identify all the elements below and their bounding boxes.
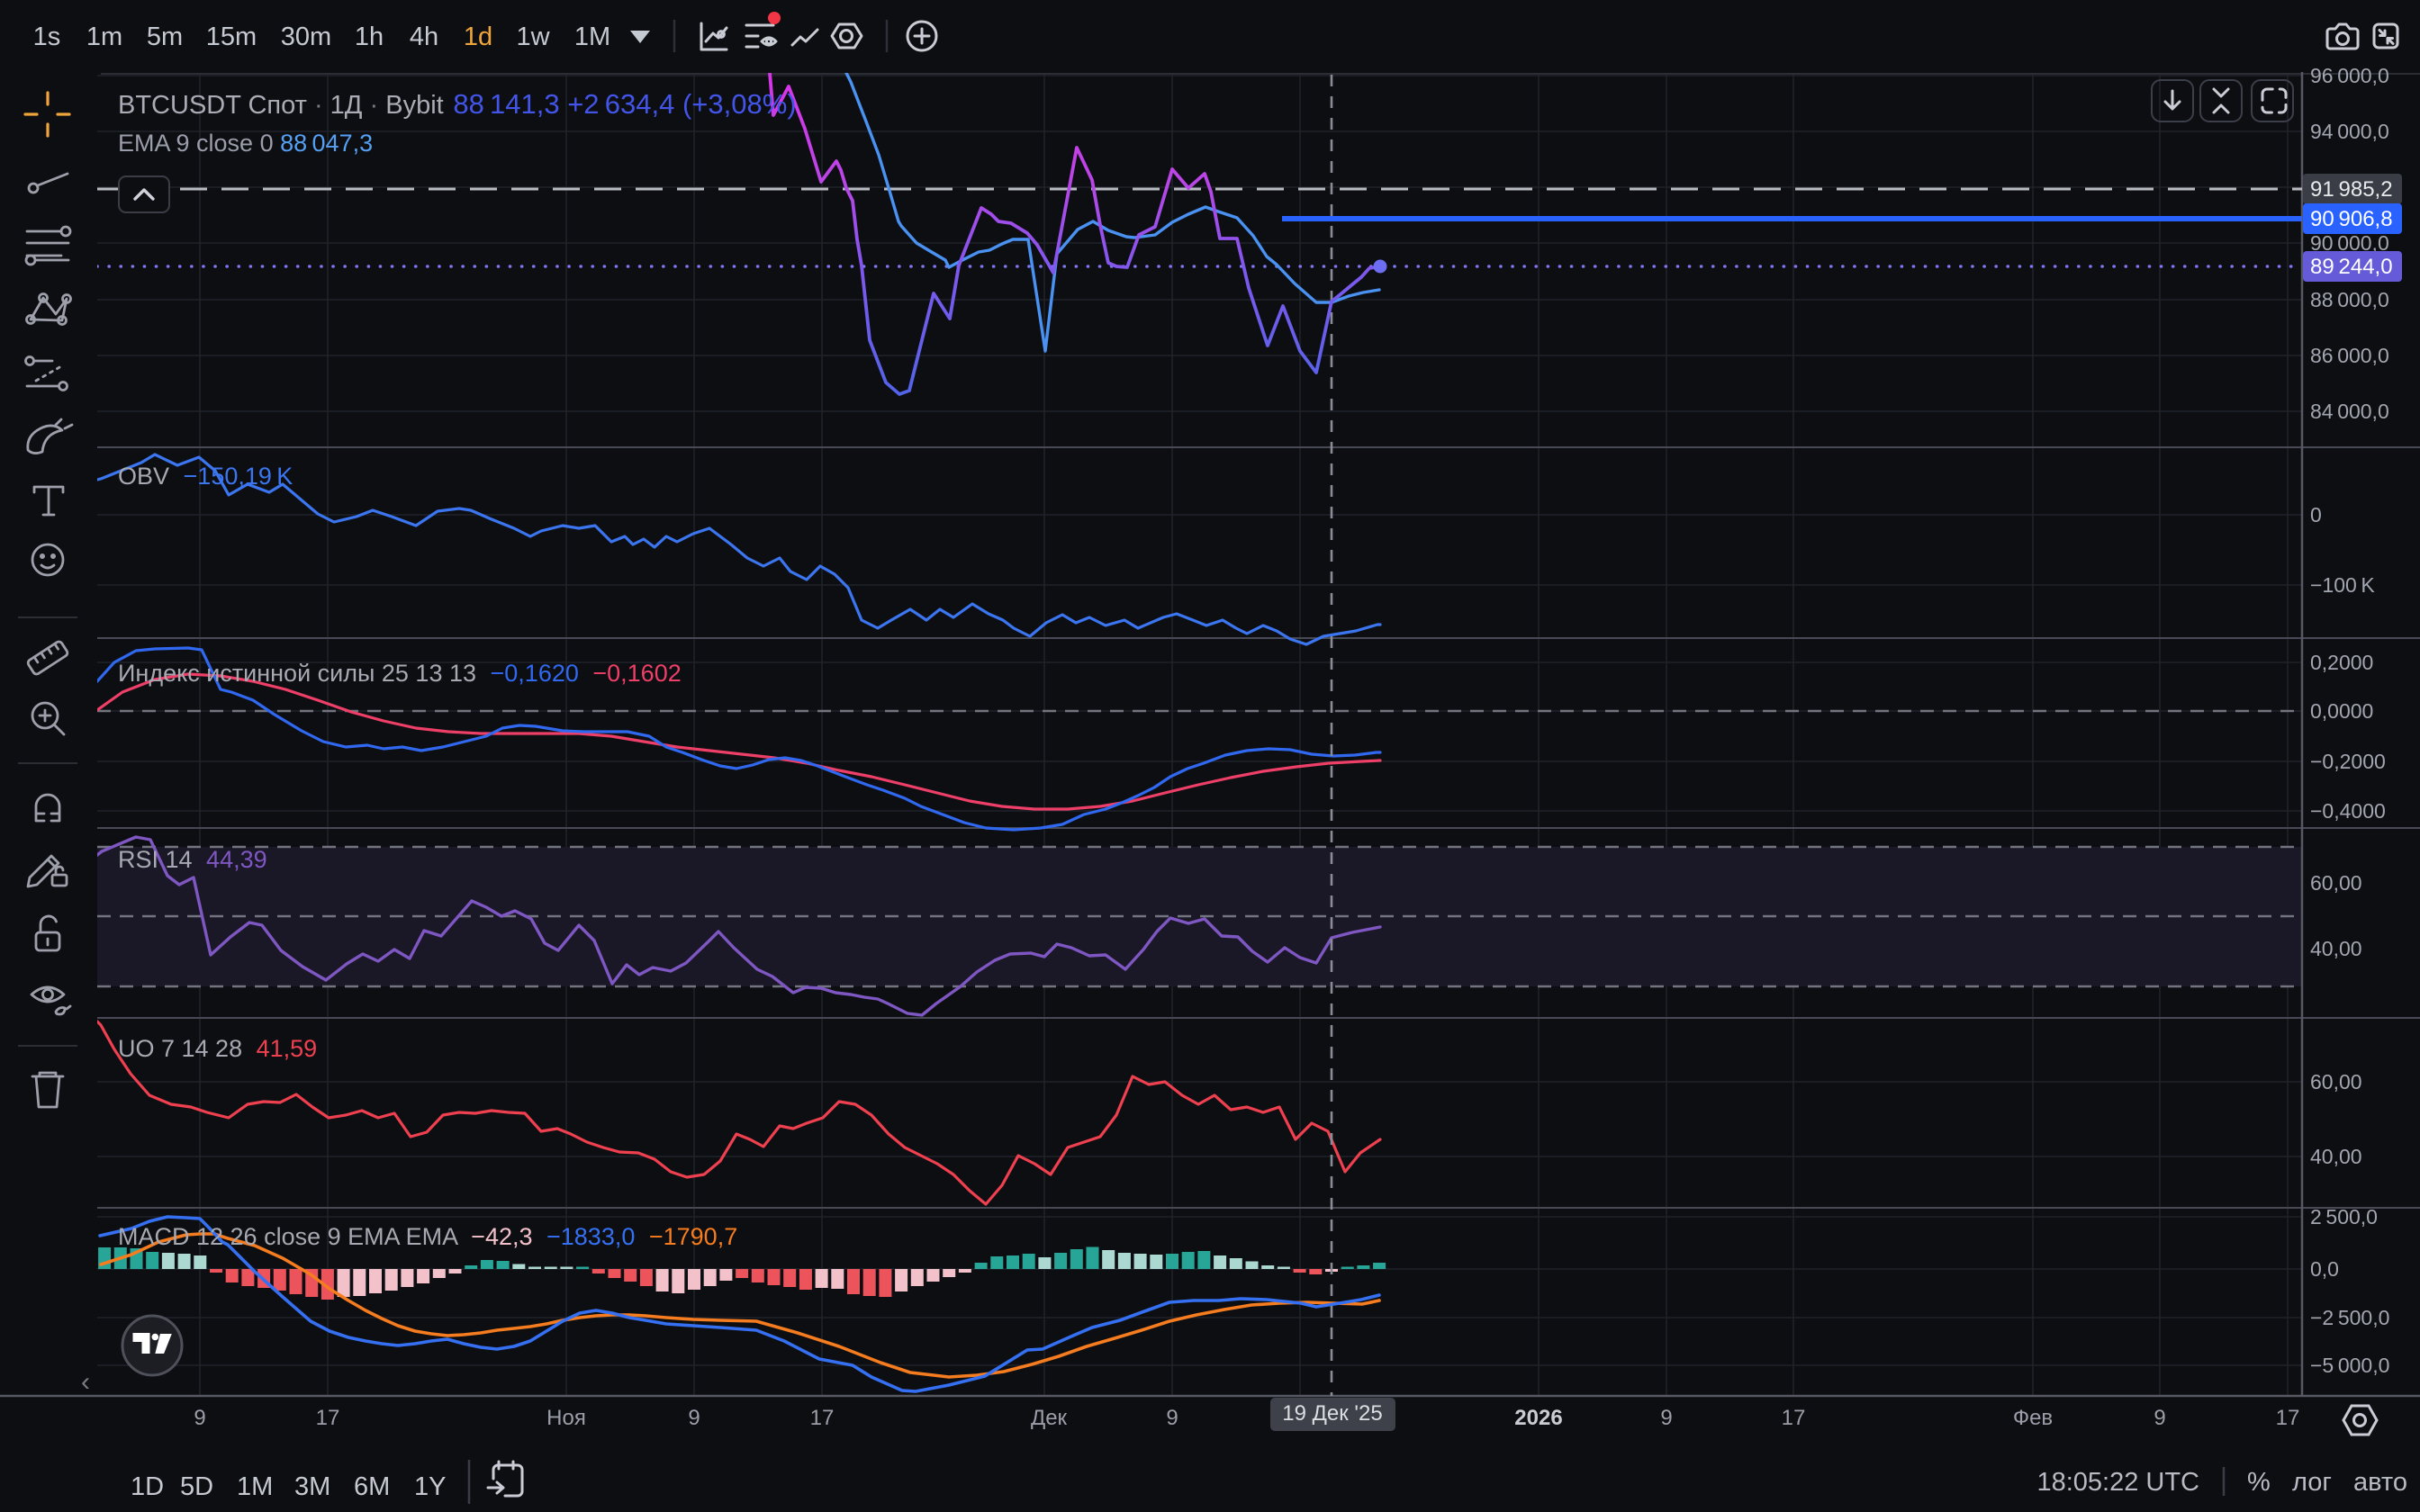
svg-text:40,00: 40,00: [2310, 937, 2362, 960]
svg-text:1m: 1m: [86, 22, 122, 51]
svg-text:−0,2000: −0,2000: [2310, 750, 2386, 773]
svg-text:−0,4000: −0,4000: [2310, 799, 2386, 823]
svg-text:Индекс истинной силы 25 13 13: Индекс истинной силы 25 13 13 −0,1620 −0…: [118, 660, 682, 687]
svg-text:Дек: Дек: [1031, 1406, 1068, 1430]
svg-text:0,0000: 0,0000: [2310, 699, 2373, 723]
svg-text:18:05:22 UTC: 18:05:22 UTC: [2036, 1468, 2199, 1497]
svg-text:9: 9: [1660, 1406, 1672, 1430]
svg-text:9: 9: [194, 1406, 205, 1430]
svg-text:−5 000,0: −5 000,0: [2310, 1354, 2389, 1377]
svg-text:17: 17: [316, 1406, 340, 1430]
svg-text:86 000,0: 86 000,0: [2310, 344, 2389, 367]
svg-text:15m: 15m: [206, 22, 257, 51]
svg-text:2 500,0: 2 500,0: [2310, 1205, 2378, 1228]
svg-text:2026: 2026: [1514, 1406, 1562, 1430]
svg-text:1w: 1w: [516, 22, 550, 51]
svg-text:1D: 1D: [131, 1472, 164, 1501]
svg-text:BTCUSDT Спот · 1Д · Bybit 88 1: BTCUSDT Спот · 1Д · Bybit 88 141,3 +2 63…: [118, 88, 797, 120]
svg-text:90 000,0: 90 000,0: [2310, 231, 2389, 255]
svg-text:94 000,0: 94 000,0: [2310, 120, 2389, 143]
svg-text:1Y: 1Y: [414, 1472, 446, 1501]
svg-text:1M: 1M: [237, 1472, 273, 1501]
svg-text:EMA 9 close 0 88 047,3: EMA 9 close 0 88 047,3: [118, 130, 373, 157]
svg-text:17: 17: [810, 1406, 835, 1430]
svg-text:‹: ‹: [81, 1367, 90, 1397]
svg-text:лог: лог: [2292, 1468, 2332, 1497]
svg-text:60,00: 60,00: [2310, 871, 2362, 895]
svg-text:6M: 6M: [354, 1472, 390, 1501]
svg-text:90 906,8: 90 906,8: [2310, 207, 2393, 231]
svg-text:Ноя: Ноя: [546, 1406, 586, 1430]
svg-text:4h: 4h: [410, 22, 438, 51]
svg-text:9: 9: [1166, 1406, 1178, 1430]
svg-text:−100 K: −100 K: [2310, 573, 2375, 597]
svg-text:авто: авто: [2353, 1468, 2407, 1497]
svg-text:UO 7 14 28 41,59: UO 7 14 28 41,59: [118, 1035, 317, 1062]
svg-text:OBV −150,19 K: OBV −150,19 K: [118, 463, 293, 490]
svg-text:40,00: 40,00: [2310, 1145, 2362, 1168]
svg-text:MACD 12 26 close 9 EMA EMA −4: MACD 12 26 close 9 EMA EMA −42,3 −1833,0…: [118, 1223, 737, 1250]
svg-text:1s: 1s: [33, 22, 61, 51]
svg-text:0,0: 0,0: [2310, 1257, 2339, 1281]
svg-text:%: %: [2247, 1468, 2271, 1497]
svg-text:3M: 3M: [294, 1472, 330, 1501]
svg-text:88 000,0: 88 000,0: [2310, 288, 2389, 311]
svg-text:9: 9: [2154, 1406, 2165, 1430]
svg-text:60,00: 60,00: [2310, 1070, 2362, 1094]
svg-text:96 000,0: 96 000,0: [2310, 64, 2389, 87]
svg-text:0,2000: 0,2000: [2310, 651, 2373, 674]
svg-text:0: 0: [2310, 503, 2322, 526]
svg-text:5D: 5D: [180, 1472, 213, 1501]
svg-text:9: 9: [688, 1406, 700, 1430]
svg-text:19 Дек '25: 19 Дек '25: [1282, 1401, 1382, 1426]
svg-text:1M: 1M: [574, 22, 610, 51]
svg-text:1h: 1h: [355, 22, 384, 51]
svg-text:30m: 30m: [281, 22, 331, 51]
svg-text:1d: 1d: [464, 22, 492, 51]
svg-text:−2 500,0: −2 500,0: [2310, 1306, 2389, 1329]
svg-text:5m: 5m: [147, 22, 183, 51]
svg-text:91 985,2: 91 985,2: [2310, 177, 2393, 202]
svg-text:Фев: Фев: [2013, 1406, 2053, 1430]
svg-text:89 244,0: 89 244,0: [2310, 255, 2393, 279]
svg-text:RSI 14 44,39: RSI 14 44,39: [118, 846, 267, 873]
svg-text:17: 17: [2276, 1406, 2300, 1430]
svg-text:17: 17: [1782, 1406, 1806, 1430]
svg-text:84 000,0: 84 000,0: [2310, 400, 2389, 423]
